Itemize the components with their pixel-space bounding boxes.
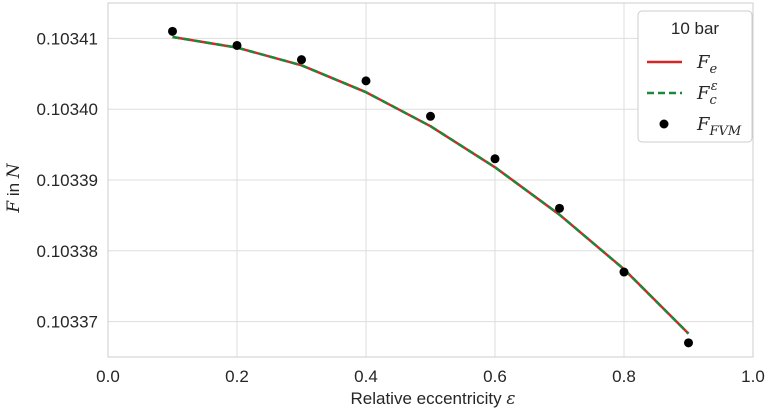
ffvm-point: [490, 154, 500, 164]
y-tick-label: 0.10338: [37, 242, 98, 261]
ffvm-point: [232, 40, 242, 50]
legend-swatch-ffvm: [659, 119, 669, 129]
y-axis: 0.10337 0.10338 0.10339 0.10340 0.10341: [37, 29, 98, 331]
x-axis-label: Relative eccentricity ε: [350, 389, 515, 409]
series-layer: [168, 26, 693, 348]
fc-line: [172, 35, 690, 335]
ffvm-point: [297, 55, 306, 65]
legend-title: 10 bar: [671, 19, 720, 38]
ffvm-point: [684, 338, 693, 348]
ffvm-point: [361, 76, 371, 86]
x-tick-label: 0.0: [96, 367, 120, 386]
ffvm-point: [555, 203, 564, 213]
y-axis-label-symbol: F: [4, 200, 24, 214]
y-tick-label: 0.10339: [37, 171, 98, 190]
x-tick-label: 0.4: [354, 367, 378, 386]
fe-line: [172, 35, 690, 335]
x-axis-label-symbol: ε: [506, 389, 515, 409]
legend: 10 bar Fe Fcε FFVM: [637, 10, 753, 143]
x-tick-label: 1.0: [741, 367, 765, 386]
x-axis: 0.0 0.2 0.4 0.6 0.8 1.0: [96, 367, 765, 386]
ffvm-point: [426, 111, 435, 121]
plot-frame: [107, 2, 754, 358]
y-tick-label: 0.10337: [37, 313, 98, 332]
x-tick-label: 0.6: [483, 367, 507, 386]
x-tick-label: 0.2: [225, 367, 249, 386]
y-tick-label: 0.10340: [37, 100, 98, 119]
legend-label-ffvm: FFVM: [696, 114, 742, 139]
y-axis-label-unit: N: [4, 162, 24, 179]
y-tick-label: 0.10341: [37, 29, 98, 48]
ffvm-point: [619, 267, 629, 277]
ffvm-point: [168, 26, 177, 36]
legend-label-fc: Fcε: [696, 79, 718, 108]
legend-box: [637, 10, 753, 143]
legend-label-fe: Fe: [696, 52, 718, 77]
x-tick-label: 0.8: [612, 367, 636, 386]
y-axis-label: F in N: [4, 162, 24, 213]
